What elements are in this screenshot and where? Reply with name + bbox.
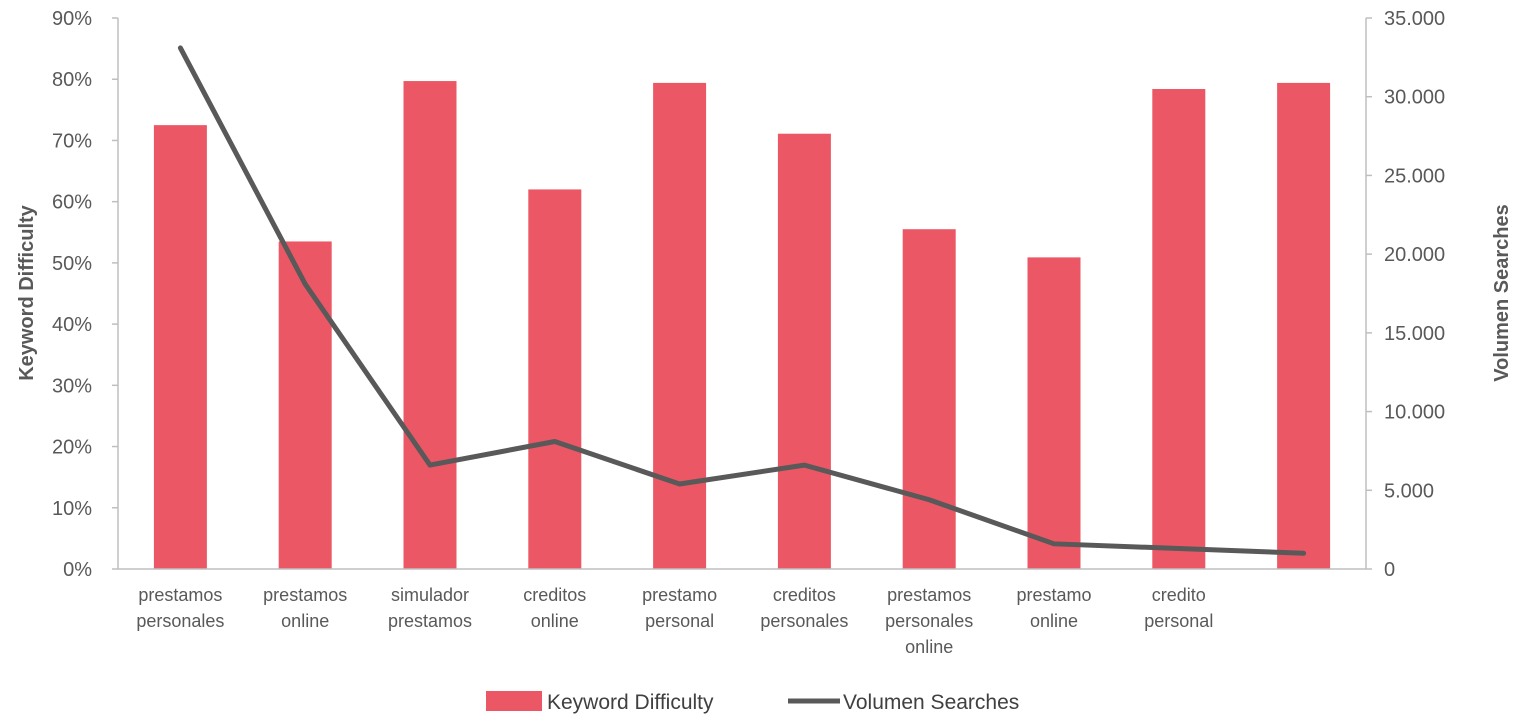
y-left-tick-label-1: 10% (52, 498, 92, 520)
y-right-tick-label-1: 5.000 (1384, 480, 1434, 502)
y-right-tick-label-3: 15.000 (1384, 323, 1445, 345)
bar-1 (278, 241, 332, 569)
y-left-tick-label-3: 30% (52, 375, 92, 397)
left-tick-labels: 0% 10% 20% 30% 40% 50% 60% 70% 80% 90% (52, 8, 92, 581)
y-right-tick-label-4: 20.000 (1384, 244, 1445, 266)
y-left-tick-label-8: 80% (52, 69, 92, 91)
line-layer (177, 45, 1307, 556)
y-right-tick-label-2: 10.000 (1384, 402, 1445, 424)
right-tick-labels: 0 5.000 10.000 15.000 20.000 25.000 30.000 35.0… (1384, 8, 1445, 581)
bar-9 (1277, 82, 1331, 569)
y-right-tick-label-0: 0 (1384, 559, 1395, 581)
bar-5 (777, 133, 831, 569)
x-tick-label-3: creditos online (523, 585, 586, 631)
x-tick-label-8: credito personal (1144, 585, 1213, 631)
y-axis-left-title: Keyword Difficulty (16, 204, 38, 380)
y-left-tick-label-4: 40% (52, 314, 92, 336)
bar-4 (653, 82, 707, 569)
y-left-tick-label-0: 0% (63, 559, 92, 581)
y-axis-right-title: Volumen Searches (1491, 204, 1513, 381)
bar-0 (153, 125, 207, 569)
y-right-tick-label-6: 30.000 (1384, 87, 1445, 109)
legend-label-keyword-difficulty: Keyword Difficulty (547, 691, 714, 714)
x-tick-label-1: prestamos online (263, 585, 347, 631)
y-right-tick-label-7: 35.000 (1384, 8, 1445, 30)
line-volumen-searches (177, 45, 1307, 556)
x-tick-label-0: prestamos personales (136, 585, 224, 631)
category-labels: prestamos personales prestamos online simula… (136, 585, 1213, 657)
x-tick-label-4: prestamo personal (642, 585, 717, 631)
bar-2 (403, 81, 457, 569)
legend: Keyword Difficulty Volumen Searches (486, 691, 1019, 714)
x-tick-label-2: simulador prestamos (388, 585, 472, 631)
y-left-tick-label-6: 60% (52, 192, 92, 214)
y-left-tick-label-9: 90% (52, 8, 92, 30)
axes-layer (112, 17, 1372, 570)
x-tick-label-6: prestamos personales online (885, 585, 973, 657)
y-left-tick-label-5: 50% (52, 253, 92, 275)
bar-6 (902, 229, 956, 569)
legend-label-volumen-searches: Volumen Searches (843, 691, 1019, 714)
y-right-tick-label-5: 25.000 (1384, 165, 1445, 187)
x-tick-label-7: prestamo online (1016, 585, 1091, 631)
bar-3 (528, 189, 582, 569)
bars-layer (153, 81, 1331, 570)
y-left-tick-label-2: 20% (52, 437, 92, 459)
legend-swatch-keyword-difficulty (486, 691, 542, 711)
y-left-tick-label-7: 70% (52, 130, 92, 152)
bar-8 (1152, 89, 1206, 570)
x-tick-label-5: creditos personales (760, 585, 848, 631)
bar-7 (1027, 257, 1081, 569)
